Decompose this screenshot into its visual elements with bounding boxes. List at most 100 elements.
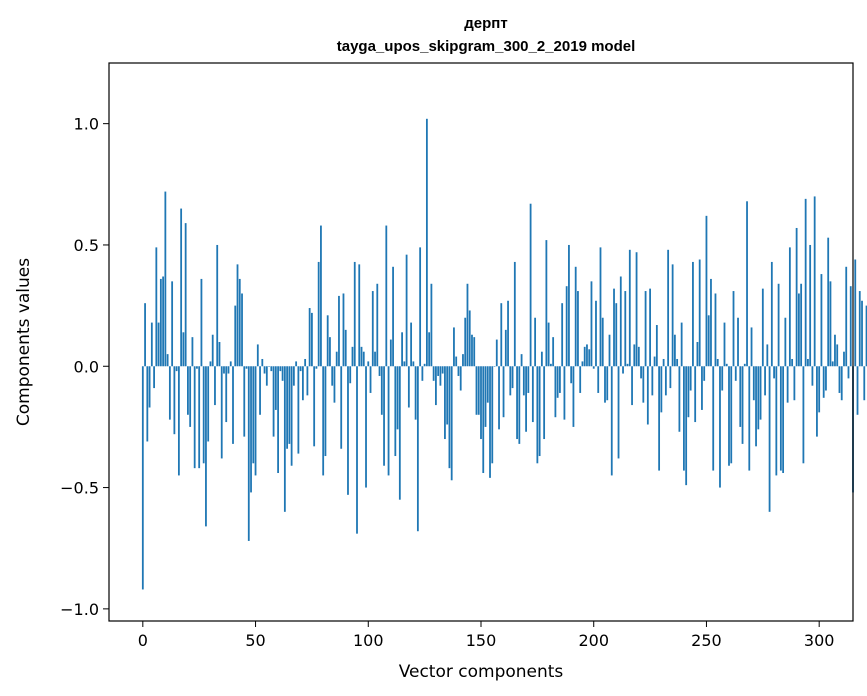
bar-8 <box>159 278 162 367</box>
bar-270 <box>750 327 753 367</box>
bar-122 <box>416 366 419 532</box>
bar-40 <box>232 366 234 444</box>
bar-48 <box>250 366 252 493</box>
bar-60 <box>277 366 279 474</box>
bar-191 <box>572 366 575 427</box>
bar-29 <box>207 366 210 442</box>
bar-164 <box>511 366 514 389</box>
bar-321 <box>865 305 867 367</box>
bar-130 <box>435 366 437 406</box>
bar-104 <box>376 283 379 367</box>
bar-299 <box>816 366 818 437</box>
bar-167 <box>518 366 521 444</box>
bar-87 <box>338 295 340 367</box>
bar-240 <box>683 366 685 471</box>
bar-237 <box>676 358 679 367</box>
bar-49 <box>252 366 255 464</box>
bar-260 <box>728 366 730 466</box>
bar-183 <box>554 366 557 418</box>
bar-23 <box>193 366 196 469</box>
bar-128 <box>430 283 433 367</box>
bar-267 <box>743 363 746 367</box>
bar-257 <box>721 366 724 391</box>
bar-107 <box>383 366 385 466</box>
bar-68 <box>295 361 298 367</box>
bar-136 <box>448 366 451 469</box>
bar-120 <box>412 361 415 367</box>
bar-19 <box>184 223 187 367</box>
bar-37 <box>225 366 228 423</box>
bar-297 <box>811 366 814 386</box>
bar-194 <box>579 366 582 393</box>
bar-98 <box>362 351 365 367</box>
bar-181 <box>549 363 552 367</box>
bar-54 <box>263 366 266 374</box>
bar-115 <box>401 332 403 367</box>
bar-82 <box>326 315 329 367</box>
bar-186 <box>561 303 564 367</box>
bar-265 <box>739 366 742 427</box>
bar-67 <box>292 366 295 386</box>
bar-219 <box>635 252 638 367</box>
bar-252 <box>710 278 712 367</box>
bar-229 <box>658 366 661 471</box>
bar-39 <box>229 361 232 367</box>
bar-90 <box>344 329 347 367</box>
bar-26 <box>200 278 203 367</box>
bar-295 <box>807 358 809 367</box>
bar-236 <box>673 334 676 367</box>
bar-314 <box>849 286 852 367</box>
bar-127 <box>428 332 431 367</box>
bar-145 <box>468 310 471 367</box>
bar-108 <box>385 225 388 367</box>
bar-202 <box>597 366 600 393</box>
bar-309 <box>838 366 841 393</box>
bar-168 <box>520 354 523 367</box>
bar-126 <box>425 118 428 367</box>
bar-180 <box>547 322 550 367</box>
bar-199 <box>590 281 593 367</box>
bar-43 <box>238 278 241 367</box>
bar-233 <box>667 249 670 367</box>
y-axis-ticks: −1.0 −0.5 0.0 0.5 1.0 <box>60 115 109 619</box>
bar-42 <box>236 264 239 367</box>
bar-24 <box>196 366 198 369</box>
bar-242 <box>687 366 690 418</box>
bar-283 <box>779 366 782 471</box>
bar-59 <box>274 366 277 410</box>
bar-177 <box>540 351 543 367</box>
bar-113 <box>396 366 399 430</box>
bar-222 <box>642 366 645 403</box>
bar-143 <box>464 317 467 367</box>
bar-100 <box>367 361 370 367</box>
bar-151 <box>482 366 485 474</box>
bar-51 <box>256 344 259 367</box>
bar-241 <box>685 366 688 486</box>
bar-227 <box>653 356 656 367</box>
bar-141 <box>459 366 462 391</box>
bar-64 <box>286 366 289 449</box>
bar-274 <box>759 366 762 420</box>
bar-16 <box>177 366 180 476</box>
bar-139 <box>455 356 458 367</box>
bar-71 <box>301 366 304 401</box>
bar-97 <box>360 346 363 367</box>
bar-263 <box>734 366 737 381</box>
bar-275 <box>761 288 764 367</box>
bar-12 <box>168 366 171 420</box>
bar-150 <box>480 366 482 440</box>
bar-36 <box>223 366 225 374</box>
bar-213 <box>622 366 624 374</box>
bar-13 <box>171 281 174 367</box>
bar-50 <box>254 366 257 476</box>
bar-15 <box>175 366 178 372</box>
bar-33 <box>216 244 219 367</box>
bar-235 <box>671 264 674 367</box>
bar-272 <box>755 366 757 447</box>
bar-276 <box>764 366 766 396</box>
bar-271 <box>752 366 755 401</box>
bar-117 <box>405 254 408 367</box>
bar-28 <box>205 366 207 527</box>
bar-63 <box>283 366 286 512</box>
bar-184 <box>556 366 559 398</box>
